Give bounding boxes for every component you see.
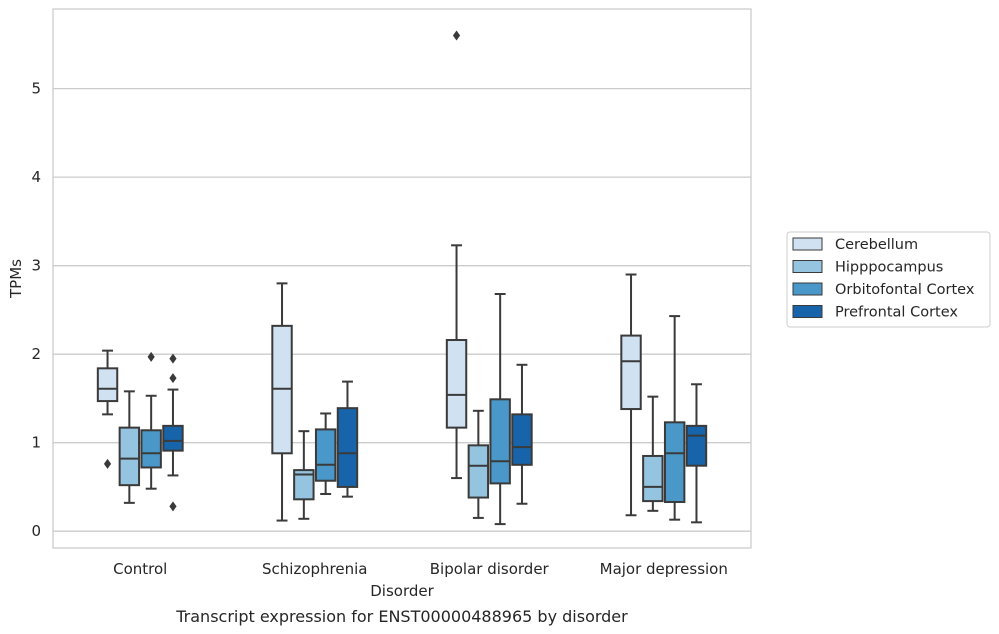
box [162, 424, 184, 452]
legend-label: Prefrontal Cortex [835, 305, 958, 321]
x-tick-labels: Control Schizophrenia Bipolar disorder Majo… [113, 560, 728, 578]
y-tick-label: 4 [31, 168, 41, 186]
box-plot [620, 273, 642, 517]
x-tick-label: Bipolar disorder [430, 560, 550, 578]
box [336, 407, 359, 488]
legend: Cerebellum Hipppocampus Orbitofontal Corte… [786, 231, 991, 328]
box-plot [467, 409, 490, 519]
legend-swatch [792, 282, 823, 296]
box [314, 428, 337, 482]
legend-label: Cerebellum [835, 237, 918, 253]
box-plot [140, 351, 162, 490]
box-plot [314, 412, 337, 496]
box [489, 398, 511, 485]
y-tick-label: 1 [31, 434, 41, 452]
outlier-point [103, 458, 112, 469]
box-plot [511, 363, 533, 505]
box [663, 421, 686, 503]
box-plot [642, 395, 664, 512]
legend-frame [786, 231, 991, 328]
box-plot [271, 282, 293, 522]
outlier-point [169, 373, 177, 384]
outlier-point [452, 30, 461, 41]
outlier-point [169, 501, 177, 512]
legend-swatch [792, 237, 823, 251]
box [511, 413, 533, 466]
box-plot [96, 349, 119, 469]
box [620, 334, 642, 411]
box-plot [445, 30, 468, 480]
box-plot [685, 383, 708, 524]
box [96, 367, 119, 403]
outlier-point [147, 351, 155, 362]
y-tick-labels: 0 1 2 3 4 5 [31, 80, 41, 541]
box-plot [293, 430, 315, 520]
box [467, 444, 490, 499]
x-tick-label: Schizophrenia [262, 560, 367, 578]
box-plot [162, 353, 184, 512]
legend-label: Orbitofontal Cortex [835, 282, 975, 298]
box [118, 426, 141, 487]
y-axis-label: TPMs [7, 259, 25, 299]
box-plot [663, 315, 686, 521]
y-tick-label: 2 [31, 345, 41, 363]
y-tick-label: 5 [31, 80, 41, 98]
box-plots [96, 30, 708, 526]
x-axis-label: Disorder [370, 582, 434, 600]
box-plot [489, 292, 511, 526]
box [685, 424, 708, 467]
chart-caption: Transcript expression for ENST0000048896… [175, 607, 628, 626]
legend-swatch [792, 260, 823, 273]
box [140, 429, 162, 469]
x-tick-label: Major depression [600, 560, 728, 578]
box-plot [336, 380, 359, 498]
legend-label: Hipppocampus [835, 260, 943, 276]
y-tick-label: 3 [31, 257, 41, 275]
box [293, 469, 315, 501]
box [642, 454, 664, 503]
box-plot [118, 390, 141, 504]
legend-swatch [792, 305, 823, 318]
y-tick-label: 0 [31, 522, 41, 540]
plot-frame [52, 8, 752, 549]
outlier-point [169, 353, 177, 364]
box [445, 339, 468, 429]
x-tick-label: Control [113, 560, 167, 578]
